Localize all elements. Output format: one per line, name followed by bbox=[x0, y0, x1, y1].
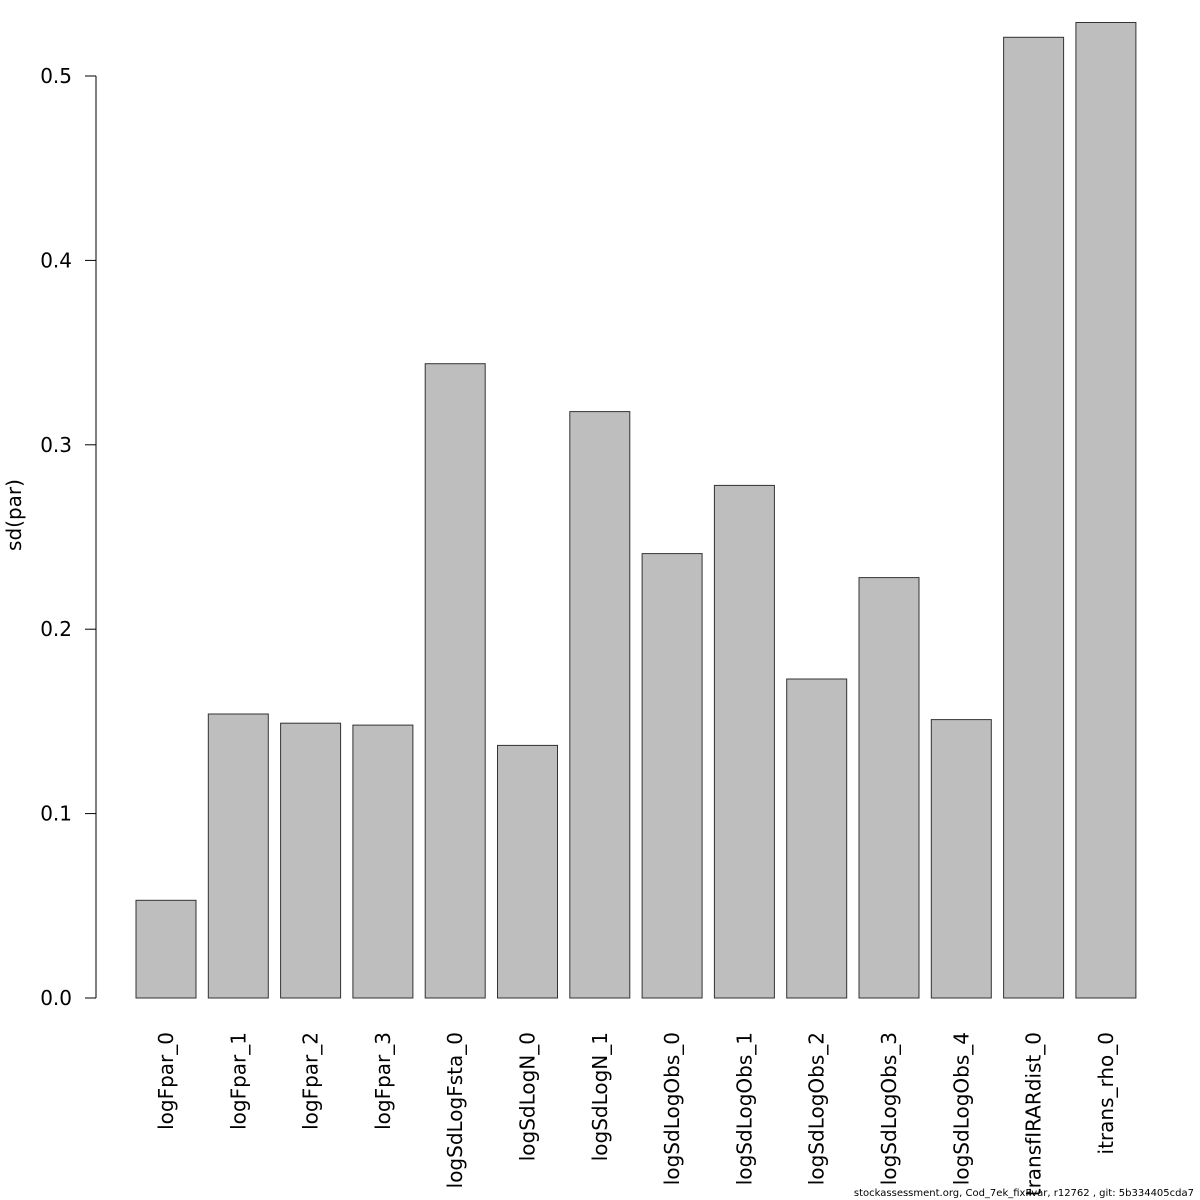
y-tick-label: 0.3 bbox=[40, 433, 72, 457]
category-label: transfIRARdist_0 bbox=[1022, 1032, 1046, 1196]
bar-logFpar_3 bbox=[352, 724, 414, 999]
bar-logSdLogObs_4 bbox=[930, 719, 992, 999]
bar-logSdLogObs_0 bbox=[641, 553, 703, 999]
bar-logFpar_1 bbox=[207, 713, 269, 999]
bar-logSdLogObs_1 bbox=[713, 484, 775, 999]
bar-transfIRARdist_0 bbox=[1003, 36, 1065, 999]
category-label: logSdLogObs_4 bbox=[949, 1032, 973, 1185]
y-tick-label: 0.2 bbox=[40, 617, 72, 641]
bar-logFpar_0 bbox=[135, 899, 197, 999]
y-tick-label: 0.0 bbox=[40, 986, 72, 1010]
category-label: logSdLogObs_3 bbox=[877, 1032, 901, 1185]
category-label: logFpar_1 bbox=[226, 1032, 250, 1130]
category-labels: logFpar_0 logFpar_1 logFpar_2 logFpar_3 logS… bbox=[154, 1032, 1118, 1196]
bar-logSdLogFsta_0 bbox=[424, 363, 486, 999]
category-label: itrans_rho_0 bbox=[1094, 1032, 1118, 1154]
bar-logSdLogN_1 bbox=[569, 411, 631, 999]
category-label: logSdLogObs_0 bbox=[660, 1032, 684, 1185]
category-label: logSdLogFsta_0 bbox=[443, 1032, 467, 1188]
y-axis-title: sd(par) bbox=[2, 479, 26, 551]
bars bbox=[135, 22, 1137, 999]
bar-logSdLogObs_3 bbox=[858, 577, 920, 999]
footnote: stockassessment.org, Cod_7ek_fixFvar, r1… bbox=[853, 1188, 1194, 1199]
category-label: logSdLogObs_2 bbox=[805, 1032, 829, 1185]
bar-logSdLogObs_2 bbox=[786, 678, 848, 999]
bar-logSdLogN_0 bbox=[497, 744, 558, 999]
category-label: logSdLogN_1 bbox=[588, 1032, 612, 1161]
y-axis: 0.0 0.1 0.2 0.3 0.4 0.5 bbox=[40, 64, 97, 1010]
category-label: logSdLogN_0 bbox=[516, 1032, 540, 1161]
bar-logFpar_2 bbox=[280, 722, 342, 999]
category-label: logFpar_3 bbox=[371, 1032, 395, 1130]
category-label: logFpar_2 bbox=[299, 1032, 323, 1130]
y-tick-label: 0.5 bbox=[40, 64, 72, 88]
y-tick-label: 0.1 bbox=[40, 802, 72, 826]
bar-itrans_rho_0 bbox=[1075, 22, 1137, 999]
category-label: logFpar_0 bbox=[154, 1032, 178, 1130]
category-label: logSdLogObs_1 bbox=[732, 1032, 756, 1185]
y-tick-label: 0.4 bbox=[40, 248, 72, 272]
